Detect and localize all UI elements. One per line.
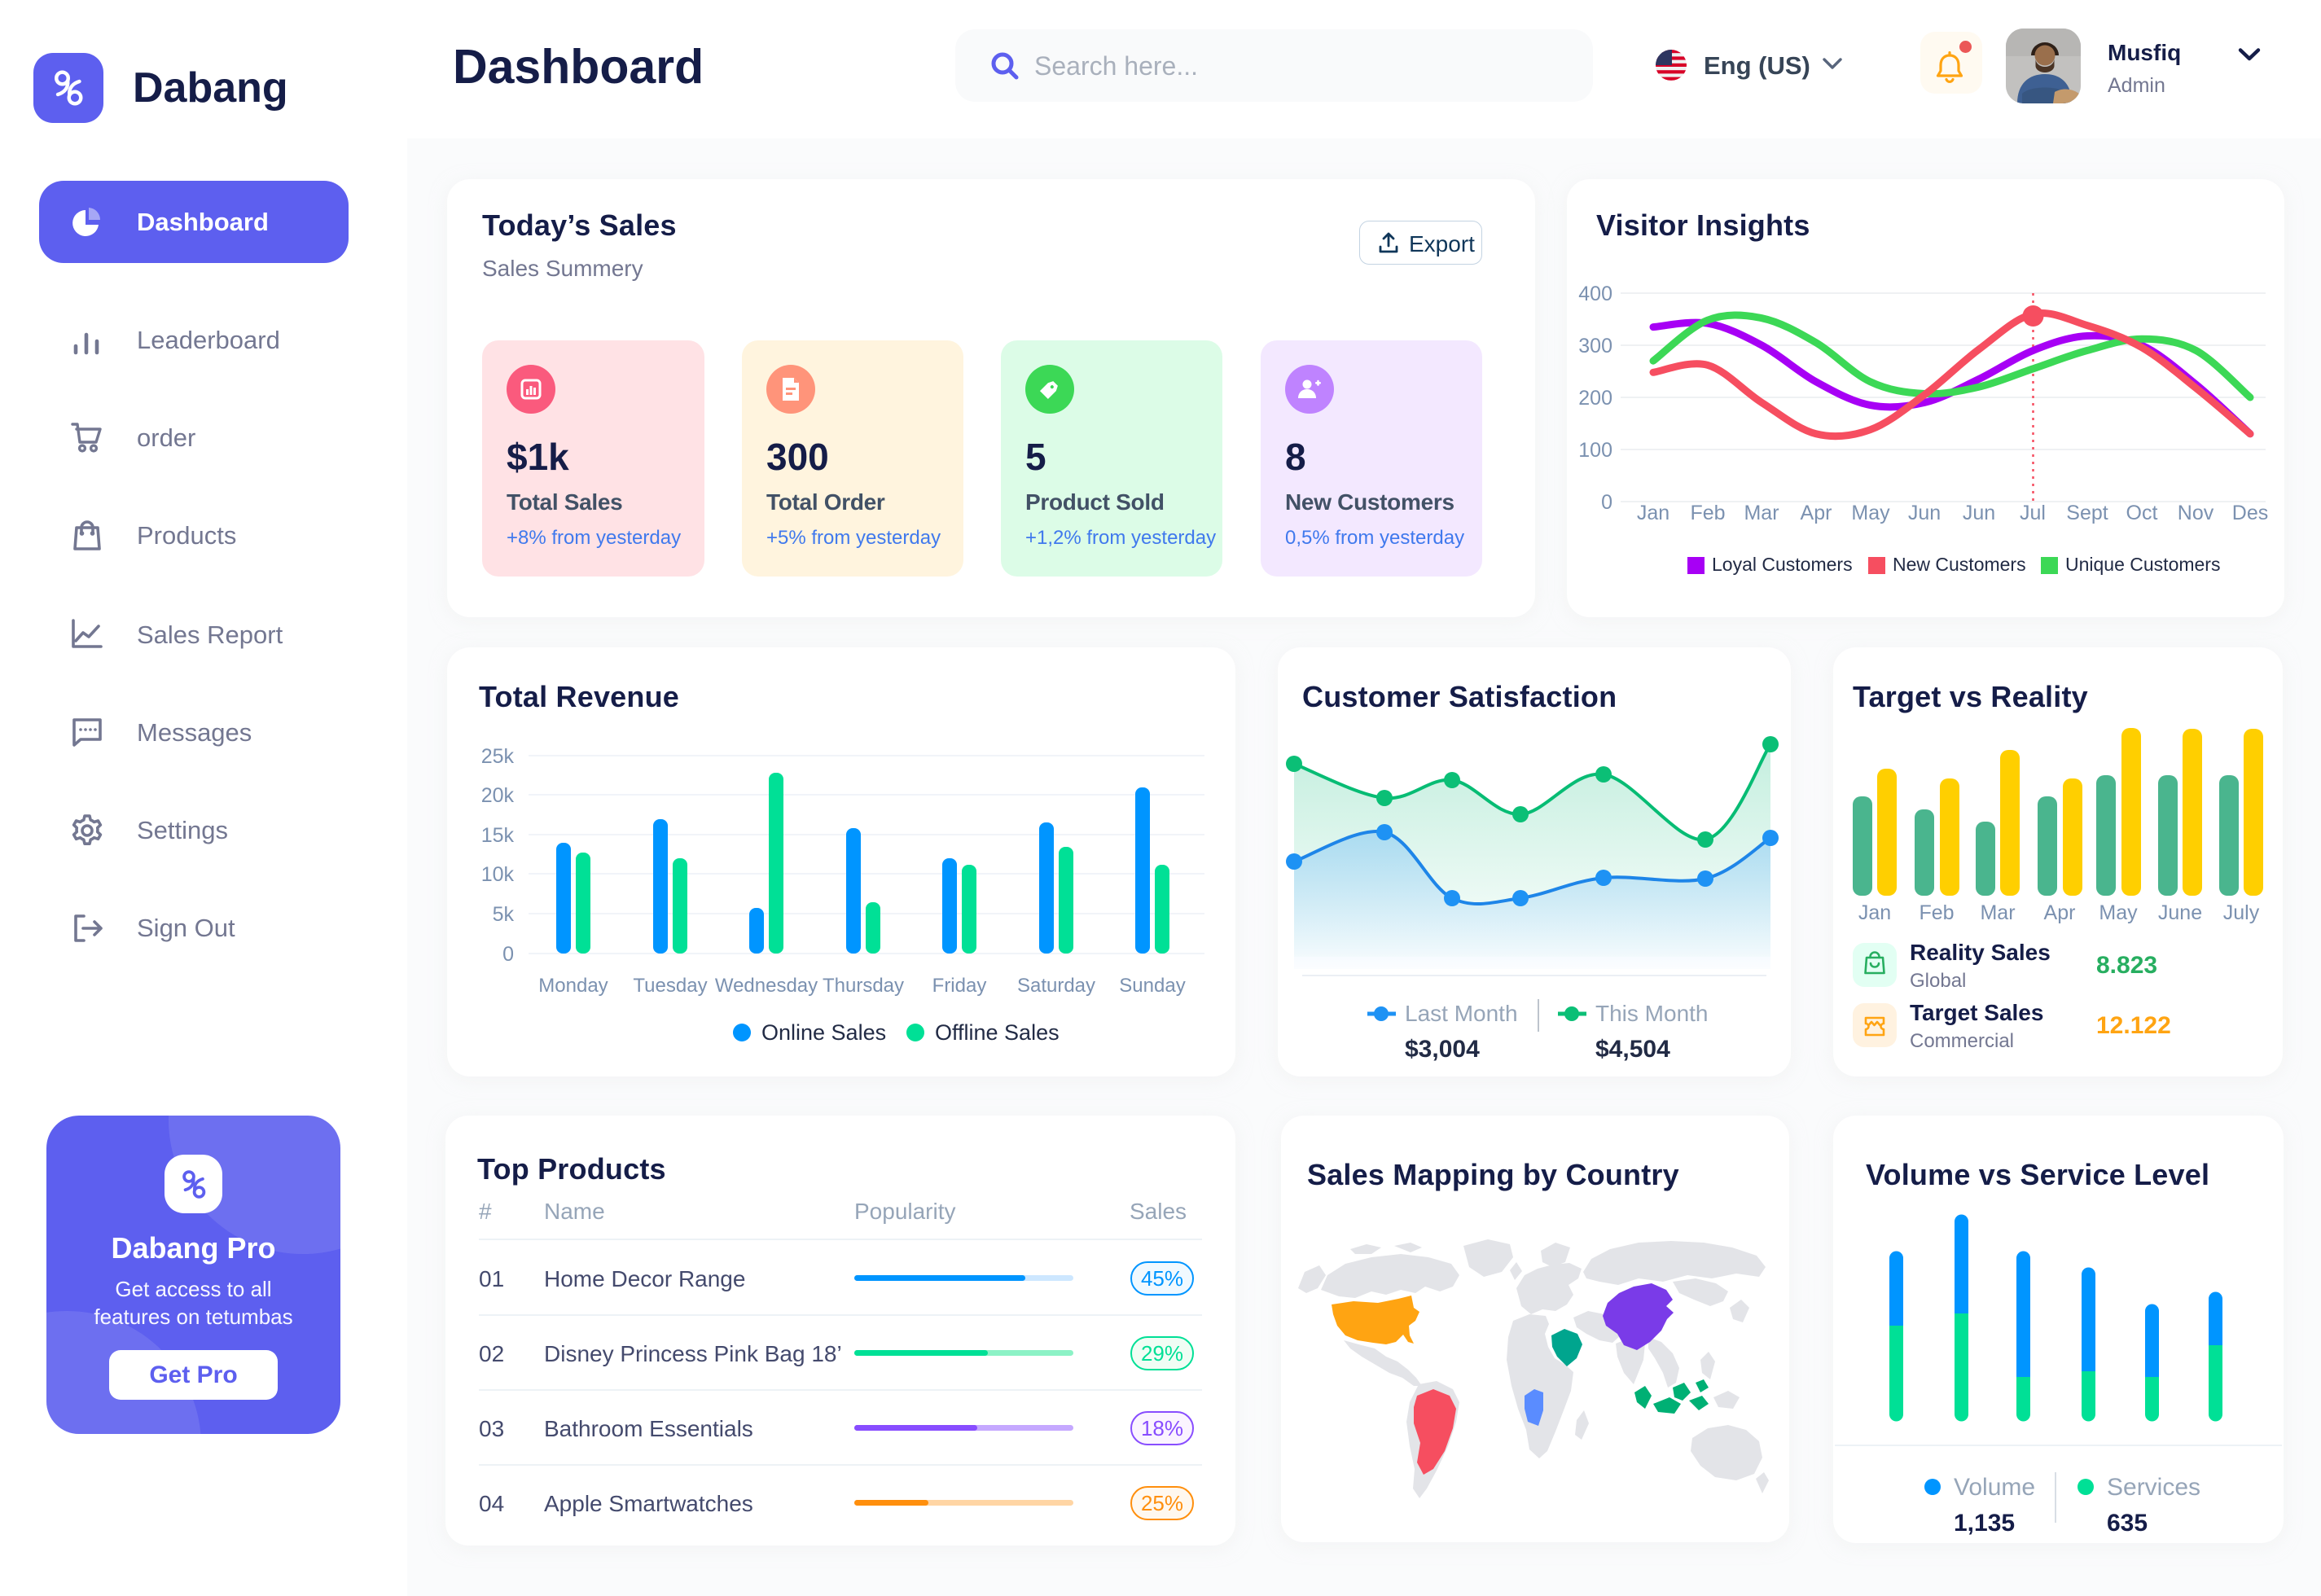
svg-text:10k: 10k	[481, 863, 515, 886]
svg-text:400: 400	[1578, 283, 1612, 305]
svg-text:Feb: Feb	[1690, 502, 1725, 524]
svg-text:29%: 29%	[1141, 1341, 1183, 1366]
svg-text:04: 04	[479, 1491, 504, 1516]
svg-text:Thursday: Thursday	[823, 975, 904, 997]
svg-text:Offline Sales: Offline Sales	[935, 1020, 1060, 1045]
svg-text:Last Month: Last Month	[1405, 1001, 1518, 1026]
svg-text:20k: 20k	[481, 784, 515, 807]
svg-text:Home Decor Range: Home Decor Range	[544, 1266, 745, 1291]
svg-text:200: 200	[1578, 387, 1612, 410]
svg-text:June: June	[2158, 901, 2202, 924]
svg-text:Mar: Mar	[1744, 502, 1779, 524]
svg-text:Sunday: Sunday	[1119, 975, 1185, 997]
svg-text:Feb: Feb	[1919, 901, 1954, 924]
svg-text:Jun: Jun	[1963, 502, 1995, 524]
svg-text:02: 02	[479, 1341, 504, 1366]
svg-text:Oct: Oct	[2126, 502, 2158, 524]
svg-text:Volume: Volume	[1954, 1474, 2035, 1501]
svg-text:15k: 15k	[481, 824, 515, 847]
svg-text:45%: 45%	[1141, 1266, 1183, 1291]
svg-text:5k: 5k	[493, 903, 515, 926]
svg-text:Sales: Sales	[1130, 1199, 1187, 1224]
svg-text:Services: Services	[2107, 1474, 2200, 1501]
svg-text:Disney Princess Pink Bag 18’: Disney Princess Pink Bag 18’	[544, 1341, 842, 1366]
svg-text:300: 300	[1578, 335, 1612, 357]
svg-text:Saturday: Saturday	[1017, 975, 1095, 997]
svg-text:Commercial: Commercial	[1910, 1030, 2014, 1052]
svg-text:0: 0	[502, 943, 514, 966]
svg-text:Apr: Apr	[2044, 901, 2076, 924]
svg-text:Jul: Jul	[2020, 502, 2046, 524]
svg-text:0: 0	[1601, 491, 1612, 514]
svg-text:Target Sales: Target Sales	[1910, 1000, 2043, 1025]
svg-text:1,135: 1,135	[1954, 1510, 2015, 1537]
svg-text:18%: 18%	[1141, 1416, 1183, 1440]
svg-text:#: #	[479, 1199, 492, 1224]
svg-text:This Month: This Month	[1595, 1001, 1709, 1026]
svg-text:Des: Des	[2232, 502, 2268, 524]
svg-text:Reality Sales: Reality Sales	[1910, 940, 2051, 965]
svg-text:12.122: 12.122	[2096, 1012, 2171, 1039]
svg-text:$4,504: $4,504	[1595, 1036, 1670, 1063]
svg-text:03: 03	[479, 1416, 504, 1441]
svg-text:Nov: Nov	[2178, 502, 2214, 524]
svg-text:New Customers: New Customers	[1893, 554, 2026, 575]
svg-text:Jun: Jun	[1908, 502, 1941, 524]
svg-text:100: 100	[1578, 439, 1612, 462]
svg-text:July: July	[2223, 901, 2260, 924]
svg-text:01: 01	[479, 1266, 504, 1291]
svg-text:Jan: Jan	[1637, 502, 1669, 524]
svg-text:Wednesday: Wednesday	[715, 975, 818, 997]
svg-text:Online Sales: Online Sales	[761, 1020, 886, 1045]
svg-text:Friday: Friday	[932, 975, 987, 997]
svg-text:Sept: Sept	[2066, 502, 2108, 524]
svg-text:Unique Customers: Unique Customers	[2065, 554, 2220, 575]
svg-text:May: May	[2099, 901, 2138, 924]
svg-text:25%: 25%	[1141, 1491, 1183, 1515]
svg-text:Apple Smartwatches: Apple Smartwatches	[544, 1491, 753, 1516]
svg-text:May: May	[1851, 502, 1890, 524]
svg-text:$3,004: $3,004	[1405, 1036, 1480, 1063]
svg-text:Loyal Customers: Loyal Customers	[1712, 554, 1853, 575]
svg-text:Popularity: Popularity	[854, 1199, 956, 1224]
svg-text:Global: Global	[1910, 970, 1966, 992]
svg-text:Name: Name	[544, 1199, 605, 1224]
svg-text:Monday: Monday	[538, 975, 608, 997]
svg-text:Tuesday: Tuesday	[633, 975, 707, 997]
svg-text:635: 635	[2107, 1510, 2148, 1537]
svg-text:Bathroom Essentials: Bathroom Essentials	[544, 1416, 753, 1441]
svg-text:Apr: Apr	[1801, 502, 1832, 524]
svg-text:Jan: Jan	[1858, 901, 1891, 924]
svg-text:8.823: 8.823	[2096, 952, 2157, 979]
svg-text:Mar: Mar	[1980, 901, 2015, 924]
svg-text:25k: 25k	[481, 745, 515, 768]
